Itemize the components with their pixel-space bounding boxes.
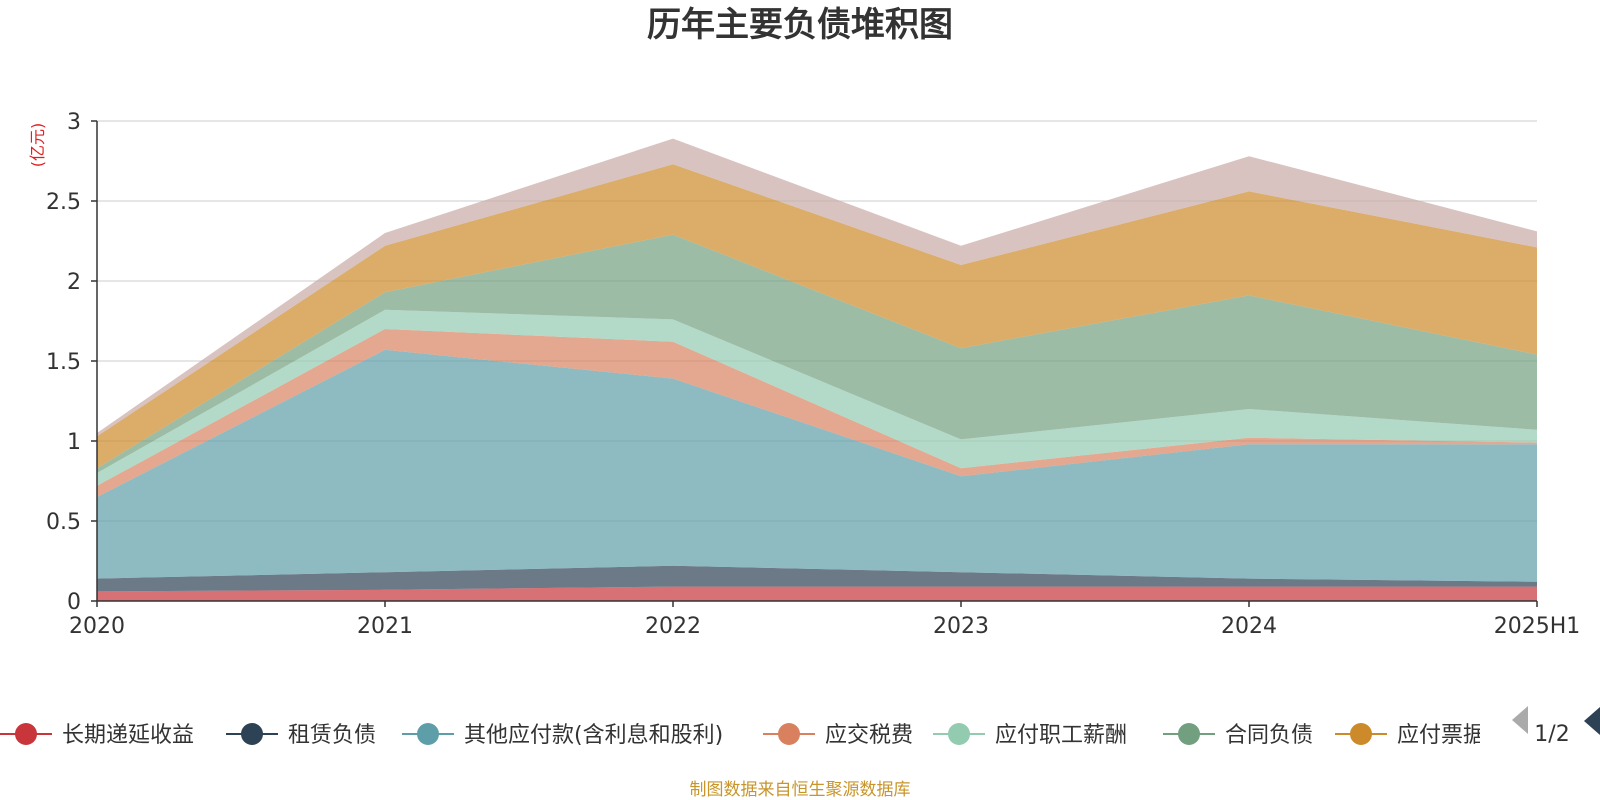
legend-label-3: 应交税费 (825, 723, 913, 748)
legend-marker-2 (417, 723, 439, 745)
legend-label-4: 应付职工薪酬 (995, 723, 1127, 748)
axes: 0 0.5 1 1.5 2 2.5 3 2020 2021 2022 2023 2024 2025H1 (46, 110, 1580, 639)
x-tick-label: 2024 (1221, 614, 1277, 639)
x-tick-label: 2020 (69, 614, 125, 639)
legend-marker-4 (948, 723, 970, 745)
legend-label-2: 其他应付款(含利息和股利) (464, 723, 723, 748)
data-source-note: 制图数据来自恒生聚源数据库 (690, 780, 911, 800)
y-tick-label: 2 (67, 270, 81, 295)
legend-pager: 1/2 (1512, 706, 1600, 747)
area-series-4 (97, 309, 1537, 486)
chart-title: 历年主要负债堆积图 (647, 5, 953, 45)
legend-items: 长期递延收益 租赁负债 其他应付款(含利息和股利) 应交税费 应付职工薪酬 合同负债 应付票… (0, 723, 1485, 748)
area-series-6 (97, 164, 1537, 469)
x-tick-label: 2022 (645, 614, 701, 639)
legend-marker-6 (1350, 723, 1372, 745)
legend-next-arrow-icon[interactable] (1584, 707, 1600, 735)
x-tick-label: 2021 (357, 614, 413, 639)
area-series-group (97, 138, 1537, 601)
x-tick-label: 2025H1 (1494, 614, 1581, 639)
legend-marker-5 (1178, 723, 1200, 745)
area-series-7 (97, 138, 1537, 437)
y-tick-label: 2.5 (46, 190, 81, 215)
area-series-1 (97, 565, 1537, 592)
legend-label-1: 租赁负债 (288, 723, 376, 748)
legend-marker-3 (778, 723, 800, 745)
x-tick-label: 2023 (933, 614, 989, 639)
legend-page-indicator: 1/2 (1534, 722, 1569, 747)
y-tick-label: 0.5 (46, 510, 81, 535)
y-unit-label: (亿元) (28, 123, 47, 168)
area-series-2 (97, 349, 1537, 582)
legend-prev-arrow-icon[interactable] (1512, 706, 1528, 734)
legend-label-5: 合同负债 (1225, 723, 1313, 748)
area-series-5 (97, 234, 1537, 473)
area-series-0 (97, 586, 1537, 601)
y-tick-label: 1 (67, 430, 81, 455)
legend-label-0: 长期递延收益 (62, 723, 194, 748)
area-series-3 (97, 329, 1537, 497)
legend-marker-0 (15, 723, 37, 745)
y-tick-label: 1.5 (46, 350, 81, 375)
legend-marker-1 (241, 723, 263, 745)
legend: 长期递延收益 租赁负债 其他应付款(含利息和股利) 应交税费 应付职工薪酬 合同负债 应付票… (0, 723, 1485, 748)
y-tick-label: 3 (67, 110, 81, 135)
legend-label-6: 应付票据 (1397, 723, 1485, 748)
y-tick-label: 0 (67, 590, 81, 615)
